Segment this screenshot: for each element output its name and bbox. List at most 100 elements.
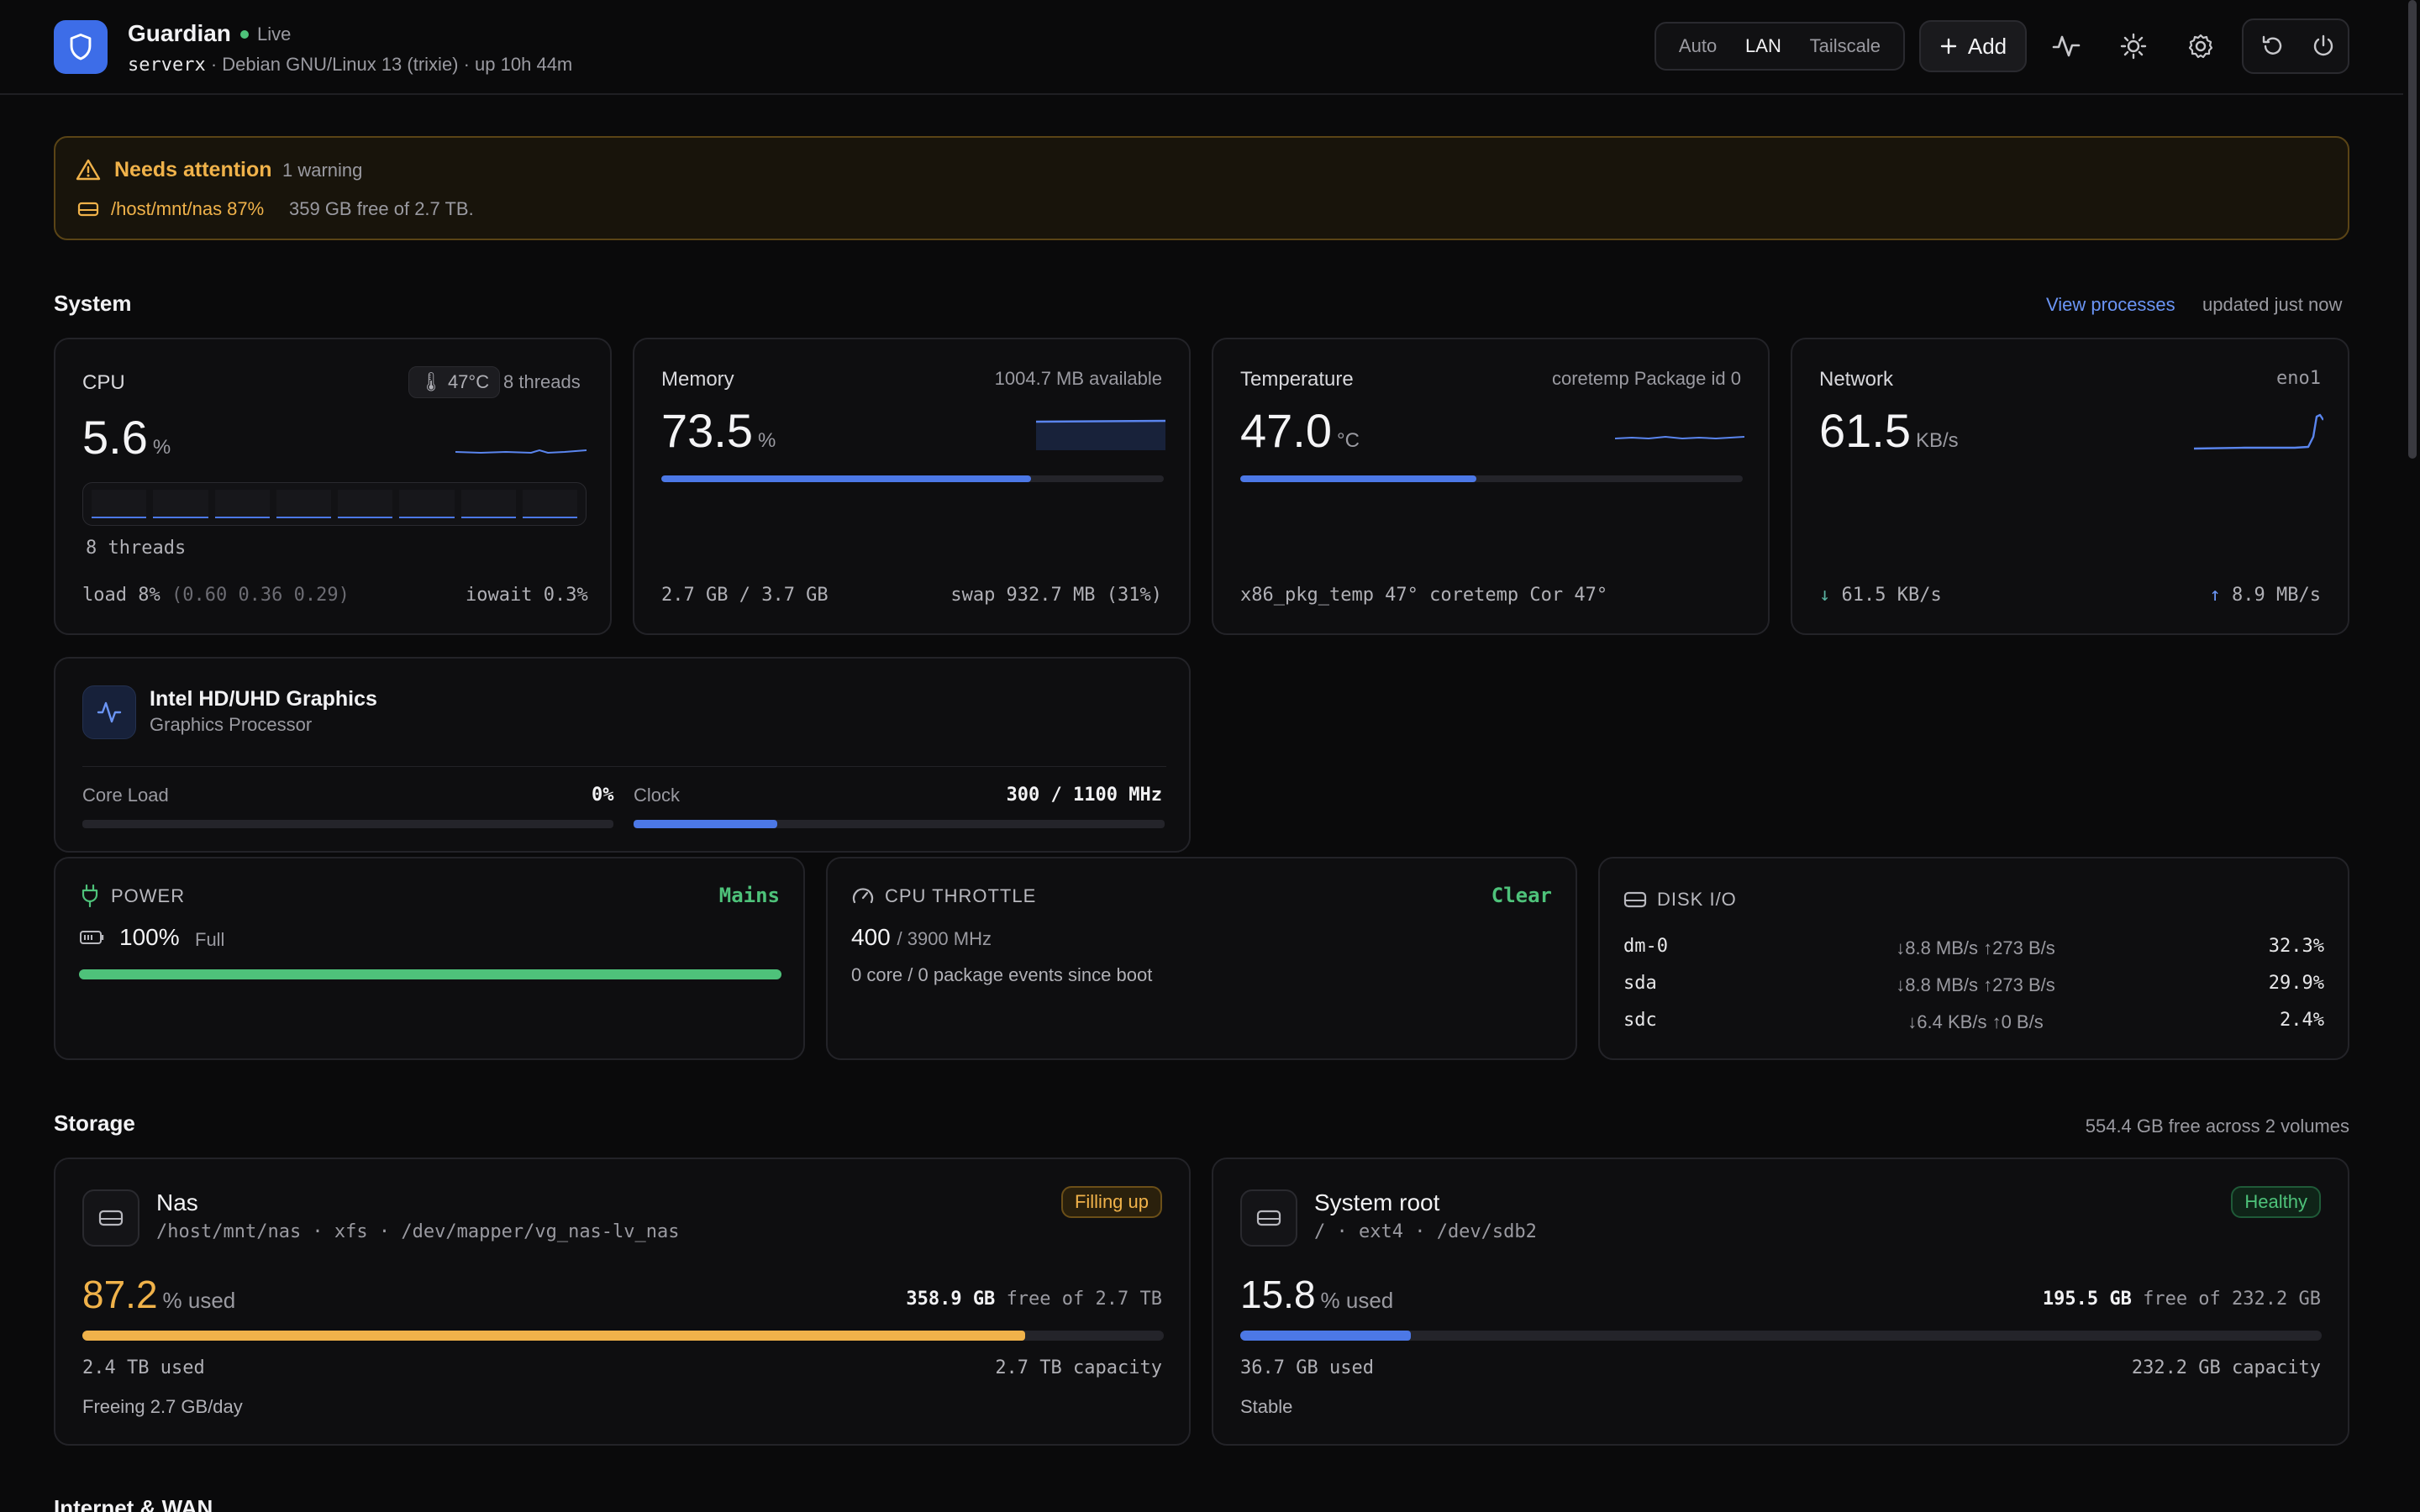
power-bar <box>79 969 781 979</box>
volume-usage-bar-fill <box>82 1331 1026 1341</box>
throttle-freq: 400 <box>851 924 891 950</box>
cpu-threads-label: 8 threads <box>86 538 187 559</box>
temperature-unit: °C <box>1337 429 1360 452</box>
thread-bar <box>399 490 455 518</box>
power-bar-fill <box>79 969 781 979</box>
gpu-clock-bar <box>634 820 1165 828</box>
volume-usage-row: 87.2% used <box>82 1272 235 1317</box>
thread-bar <box>522 490 577 518</box>
temperature-bar-fill <box>1240 475 1477 482</box>
drive-icon <box>1623 891 1647 908</box>
alert-volume-path[interactable]: /host/mnt/nas 87% <box>111 198 265 219</box>
volume-usage-bar-fill <box>1240 1331 1412 1341</box>
gpu-core-load: 0% <box>592 785 614 806</box>
cpu-load-pct: load 8% <box>82 585 160 606</box>
throttle-max: / 3900 MHz <box>897 928 992 949</box>
throttle-title: CPU THROTTLE <box>885 885 1037 906</box>
disk-io-device: sda <box>1623 973 1657 994</box>
volume-free-value: 358.9 GB <box>906 1289 996 1310</box>
network-card[interactable]: Network eno1 61.5 KB/s ↓ 61.5 KB/s ↑ 8.9 … <box>1791 338 2349 635</box>
volume-free-rest: free of 232.2 GB <box>2143 1289 2321 1310</box>
volume-path: /host/mnt/nas · xfs · /dev/mapper/vg_nas… <box>156 1221 680 1242</box>
add-button-label: Add <box>1967 33 2007 59</box>
disk-io-util: 29.9% <box>2268 973 2324 994</box>
volume-capacity: 232.2 GB capacity <box>2131 1357 2321 1378</box>
network-iface: eno1 <box>2276 368 2321 389</box>
mode-tailscale[interactable]: Tailscale <box>1809 35 1881 56</box>
network-mode-switch: Auto LAN Tailscale <box>1655 22 1905 71</box>
mode-auto[interactable]: Auto <box>1678 35 1718 56</box>
shield-logo-icon <box>54 20 108 74</box>
cpu-sparkline <box>455 449 587 454</box>
volume-status-badge: Healthy <box>2231 1186 2321 1218</box>
temperature-value: 47.0 <box>1240 404 1332 457</box>
section-system-title: System <box>54 291 132 316</box>
network-down-value: 61.5 KB/s <box>1841 585 1942 606</box>
volume-usage-bar <box>1240 1331 2322 1341</box>
temperature-card[interactable]: Temperature coretemp Package id 0 47.0 °C… <box>1212 338 1770 635</box>
memory-unit: % <box>758 429 776 452</box>
cpu-load-avg: (0.60 0.36 0.29) <box>171 585 350 606</box>
gpu-core-load-bar <box>82 820 613 828</box>
add-button[interactable]: Add <box>1919 20 2027 72</box>
arrow-up-icon: ↑ <box>2209 585 2221 606</box>
network-sparkline <box>2194 413 2323 450</box>
temperature-bar <box>1240 475 1743 482</box>
gear-settings-icon[interactable] <box>2180 25 2222 67</box>
cpu-card[interactable]: CPU 🌡 47°C 8 threads 5.6% 8 threads load… <box>54 338 612 635</box>
memory-title: Memory <box>661 368 734 391</box>
cpu-value: 5.6 <box>82 411 148 464</box>
throttle-freq-row: 400 / 3900 MHz <box>851 924 992 951</box>
volume-usage-unit: % used <box>1320 1288 1394 1313</box>
volume-card-nas[interactable]: Nas /host/mnt/nas · xfs · /dev/mapper/vg… <box>54 1158 1191 1446</box>
network-title: Network <box>1819 368 1894 391</box>
sun-theme-icon[interactable] <box>2112 25 2154 67</box>
gpu-card[interactable]: Intel HD/UHD Graphics Graphics Processor… <box>54 657 1191 853</box>
memory-card[interactable]: Memory 1004.7 MB available 73.5% 2.7 GB … <box>633 338 1191 635</box>
memory-available: 1004.7 MB available <box>994 368 1162 389</box>
thread-bar <box>338 490 393 518</box>
memory-value: 73.5 <box>661 404 753 457</box>
view-processes-link[interactable]: View processes <box>2046 294 2175 315</box>
gpu-clock: 300 / 1100 MHz <box>1006 785 1162 806</box>
gpu-clock-bar-fill <box>634 820 777 828</box>
volume-card-system-root[interactable]: System root / · ext4 · /dev/sdb2 Healthy… <box>1212 1158 2349 1446</box>
drive-icon <box>1240 1189 1297 1247</box>
volume-free-value: 195.5 GB <box>2042 1289 2132 1310</box>
disk-io-rate: ↓8.8 MB/s ↑273 B/s <box>1896 974 2055 995</box>
power-card[interactable]: POWER Mains 100% Full <box>54 857 805 1060</box>
volume-used: 36.7 GB used <box>1240 1357 1374 1378</box>
thread-bar <box>92 490 147 518</box>
thread-bar <box>214 490 270 518</box>
updated-status: updated just now <box>2202 294 2343 315</box>
app-title: Guardian <box>128 20 231 46</box>
restart-icon[interactable] <box>2252 25 2294 67</box>
app-header: Guardian Live serverx · Debian GNU/Linux… <box>0 0 2403 95</box>
section-internet-wan-title: Internet & WAN <box>54 1495 213 1512</box>
activity-icon[interactable] <box>2045 25 2087 67</box>
power-title: POWER <box>111 885 186 906</box>
cpu-thread-strip <box>82 482 587 526</box>
memory-bar-fill <box>661 475 1031 482</box>
live-dot-icon <box>240 30 249 39</box>
throttle-card[interactable]: CPU THROTTLE Clear 400 / 3900 MHz 0 core… <box>826 857 1577 1060</box>
disk-io-rate: ↓8.8 MB/s ↑273 B/s <box>1896 937 2055 958</box>
temperature-sparkline <box>1615 435 1744 440</box>
thermometer-icon: 🌡 <box>419 371 443 392</box>
power-off-icon[interactable] <box>2302 25 2344 67</box>
cpu-value-row: 5.6% <box>82 410 171 465</box>
disk-io-card[interactable]: DISK I/O dm-0 ↓8.8 MB/s ↑273 B/s 32.3% s… <box>1598 857 2349 1060</box>
mode-lan[interactable]: LAN <box>1745 35 1781 56</box>
drive-icon <box>82 1189 139 1247</box>
cpu-unit: % <box>152 436 171 459</box>
host-details: · Debian GNU/Linux 13 (trixie) · up 10h … <box>210 54 573 75</box>
warning-triangle-icon <box>76 159 101 181</box>
cpu-temp-chip: 🌡 47°C <box>408 366 501 398</box>
volume-path: / · ext4 · /dev/sdb2 <box>1314 1221 1537 1242</box>
volume-free-rest: free of 2.7 TB <box>1006 1289 1162 1310</box>
alert-count: 1 warning <box>282 160 363 181</box>
scrollbar[interactable] <box>2408 0 2417 459</box>
memory-sparkline <box>1036 419 1165 450</box>
attention-alert: Needs attention 1 warning /host/mnt/nas … <box>54 136 2349 240</box>
cpu-threads: 8 threads <box>503 371 581 392</box>
